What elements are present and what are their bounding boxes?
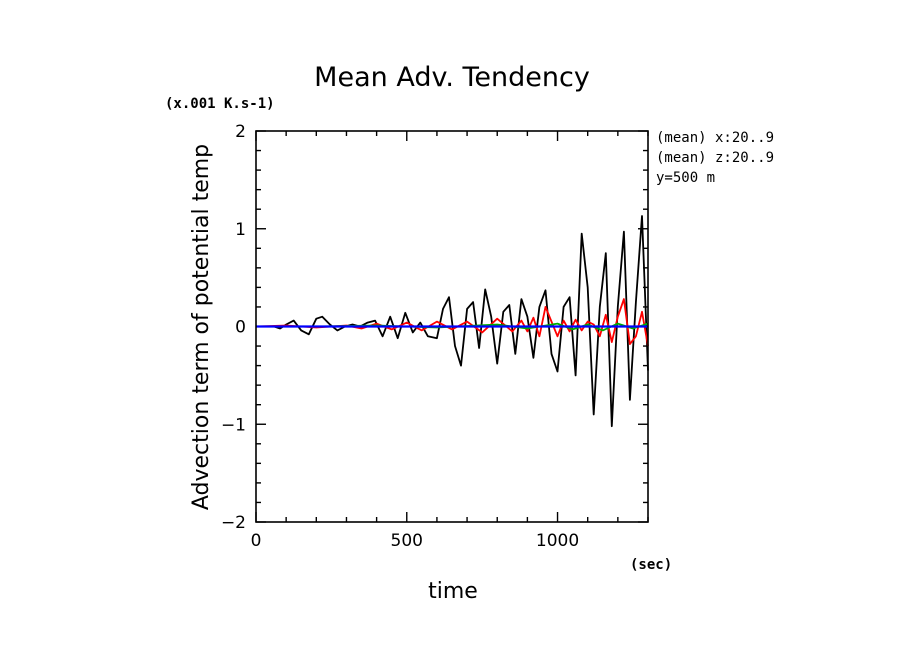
chart-title: Mean Adv. Tendency [314, 62, 590, 93]
plot-frame [255, 130, 649, 523]
y-tick-label: −1 [221, 415, 246, 435]
tick-labels: 0 500 1000 −2 −1 0 1 2 [221, 122, 579, 551]
y-tick-label: −2 [221, 513, 246, 533]
x-tick-label: 0 [251, 531, 262, 551]
x-tick-label: 1000 [536, 531, 579, 551]
y-axis-label: Advection term of potential temp [189, 144, 214, 510]
series-line-1 [256, 215, 649, 428]
y-tick-label: 1 [235, 220, 246, 240]
annotation-mean-z: (mean) z:20..9 [656, 150, 774, 166]
annotation-y: y=500 m [656, 170, 715, 186]
x-axis-label: time [428, 579, 478, 604]
y-tick-label: 0 [235, 318, 246, 338]
x-tick-label: 500 [391, 531, 423, 551]
y-tick-label: 2 [235, 122, 246, 142]
annotations: (mean) x:20..9 (mean) z:20..9 y=500 m [656, 130, 774, 186]
series-group [255, 215, 649, 428]
x-unit: (sec) [630, 557, 672, 573]
series-line-2 [255, 298, 649, 347]
y-unit: (x.001 K.s-1) [165, 96, 275, 112]
annotation-mean-x: (mean) x:20..9 [656, 130, 774, 146]
